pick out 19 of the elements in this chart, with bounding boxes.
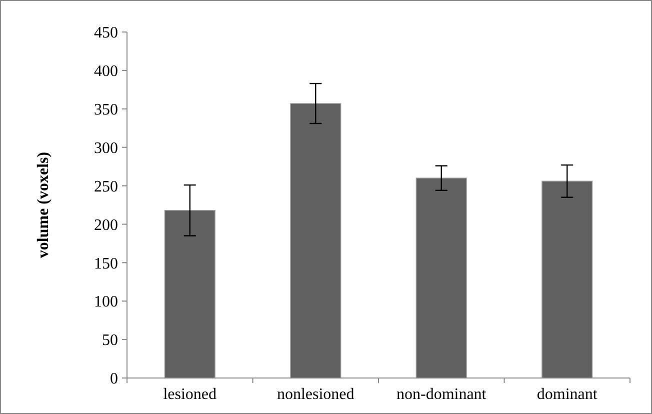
x-tick-label: nonlesioned xyxy=(276,386,354,403)
y-tick-label: 200 xyxy=(94,216,118,234)
bar xyxy=(164,210,216,378)
bar xyxy=(290,103,342,378)
y-tick-label: 300 xyxy=(94,140,118,157)
y-axis-title: volume (voxels) xyxy=(35,152,52,258)
y-tick-label: 0 xyxy=(110,370,118,388)
bar xyxy=(542,180,593,378)
y-tick-label: 250 xyxy=(94,178,118,196)
y-tick-label: 100 xyxy=(94,294,118,311)
y-tick-label: 450 xyxy=(94,24,118,42)
y-tick-label: 350 xyxy=(94,101,118,118)
bar xyxy=(416,178,467,378)
y-tick-label: 50 xyxy=(102,332,118,350)
x-tick-label: non-dominant xyxy=(396,386,487,403)
y-tick-label: 150 xyxy=(94,255,118,272)
y-tick-label: 400 xyxy=(94,63,118,80)
x-tick-label: lesioned xyxy=(163,386,217,403)
x-tick-label: dominant xyxy=(536,386,598,403)
